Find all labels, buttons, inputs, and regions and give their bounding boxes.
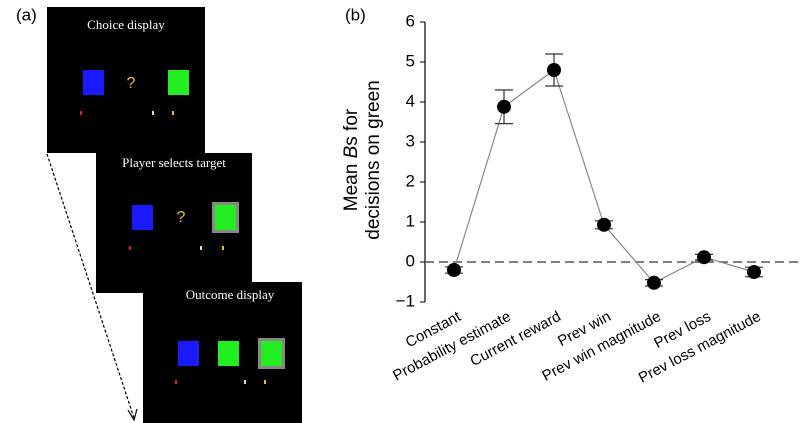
panel-label: (a) — [16, 5, 37, 24]
marker — [200, 246, 202, 250]
marker — [264, 380, 266, 384]
y-axis-label: Mean Bs for — [341, 108, 362, 211]
marker — [222, 246, 224, 250]
y-tick-label: −1 — [396, 291, 415, 310]
panel-label: (b) — [345, 5, 366, 24]
y-tick-label: 5 — [406, 51, 415, 70]
screen-title: Outcome display — [186, 287, 275, 302]
point — [747, 265, 761, 279]
y-tick-label: 1 — [406, 211, 415, 230]
arrow-head — [128, 409, 137, 420]
question-mark: ? — [177, 209, 186, 226]
green-target — [168, 70, 189, 95]
blue-target — [132, 205, 153, 230]
marker — [244, 380, 246, 384]
marker — [80, 111, 82, 115]
y-label-part: B — [341, 145, 362, 158]
y-label-part: s for — [341, 108, 362, 146]
marker — [129, 246, 131, 250]
y-tick-label: 2 — [406, 171, 415, 190]
point — [697, 250, 711, 264]
figure: (a) Choice display ? Player selects targ… — [0, 0, 808, 423]
y-tick-label: 0 — [406, 251, 415, 270]
point — [447, 263, 461, 277]
screen-title: Choice display — [87, 17, 165, 32]
question-mark: ? — [127, 75, 136, 92]
blue-target — [178, 341, 199, 366]
green-target — [215, 205, 236, 230]
y-label-part: Mean — [341, 158, 362, 211]
point — [497, 100, 511, 114]
marker — [152, 111, 154, 115]
point — [647, 276, 661, 290]
point — [547, 63, 561, 77]
green-target — [261, 341, 282, 366]
revealed-target — [218, 341, 239, 366]
blue-target — [83, 70, 104, 95]
marker — [175, 380, 177, 384]
marker — [172, 111, 174, 115]
y-axis-label: decisions on green — [363, 80, 384, 240]
y-tick-label: 3 — [406, 131, 415, 150]
screen-title: Player selects target — [122, 155, 226, 170]
y-tick-label: 4 — [406, 91, 415, 110]
point — [597, 218, 611, 232]
y-tick-label: 6 — [406, 11, 415, 30]
